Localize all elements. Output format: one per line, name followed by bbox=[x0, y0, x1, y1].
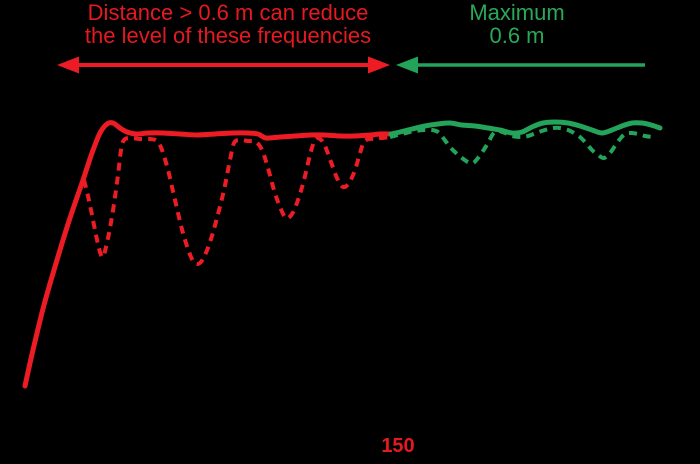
green-caption-line2: 0.6 m bbox=[489, 23, 545, 48]
x-axis-tick-150: 150 bbox=[381, 435, 415, 457]
series-comb-filtered-response-low-red bbox=[82, 135, 391, 267]
red-caption-line2: the level of these frequencies bbox=[84, 23, 372, 48]
red-region-caption: Distance > 0.6 m can reduce the level of… bbox=[28, 1, 428, 47]
red-double-arrow-head-left bbox=[57, 56, 79, 74]
series-smooth-response-high-green bbox=[388, 119, 663, 137]
series-comb-filtered-response-high-green bbox=[389, 125, 653, 166]
green-left-arrow bbox=[396, 56, 645, 74]
series-smooth-response-low-red bbox=[22, 120, 394, 389]
red-double-arrow-head-right bbox=[368, 56, 390, 74]
green-left-arrow-head-left bbox=[396, 56, 418, 74]
green-region-caption: Maximum 0.6 m bbox=[417, 1, 617, 47]
red-double-arrow bbox=[57, 56, 390, 74]
green-caption-line1: Maximum bbox=[469, 0, 565, 25]
red-caption-line1: Distance > 0.6 m can reduce bbox=[87, 0, 369, 25]
